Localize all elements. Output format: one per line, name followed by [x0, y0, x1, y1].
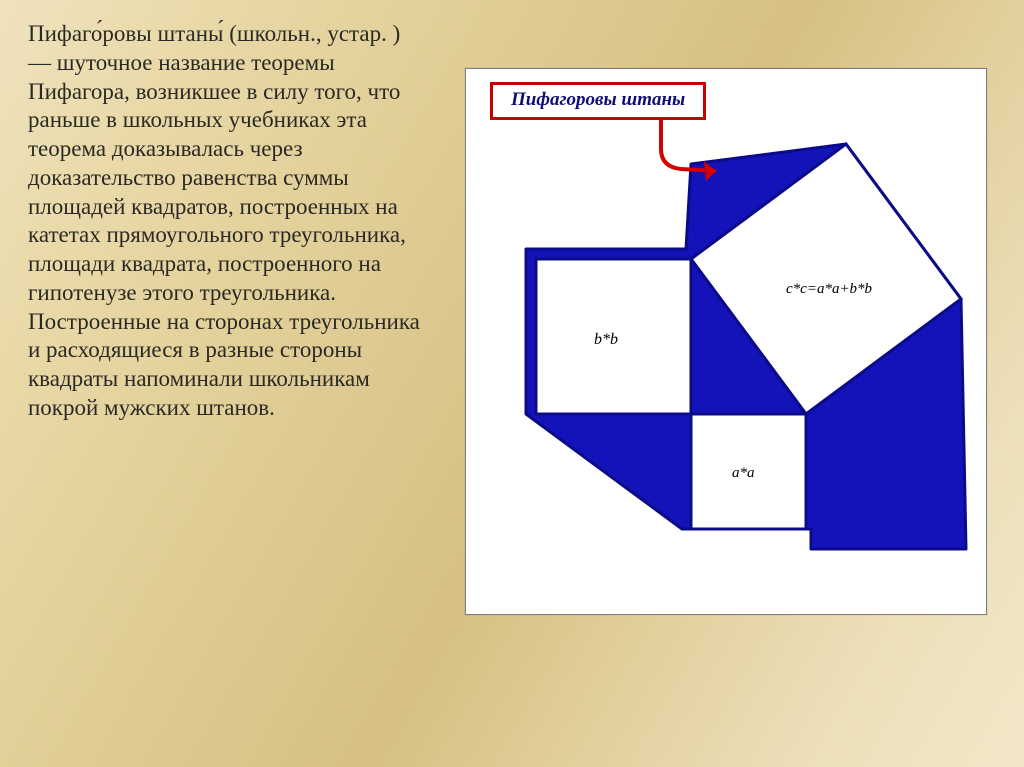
formula-b: b*b [594, 331, 618, 349]
formula-a: a*a [732, 465, 755, 482]
figure-title: Пифагоровы штаны [490, 82, 706, 120]
figure-svg [466, 69, 986, 614]
description-text: Пифаго́ровы штаны́ (школьн., устар. ) — … [28, 20, 428, 423]
formula-c: c*c=a*a+b*b [786, 281, 872, 298]
slide: Пифаго́ровы штаны́ (школьн., устар. ) — … [0, 0, 1024, 767]
arrow-icon [661, 114, 716, 181]
pythagoras-figure: c*c=a*a+b*b b*b a*a [465, 68, 987, 615]
